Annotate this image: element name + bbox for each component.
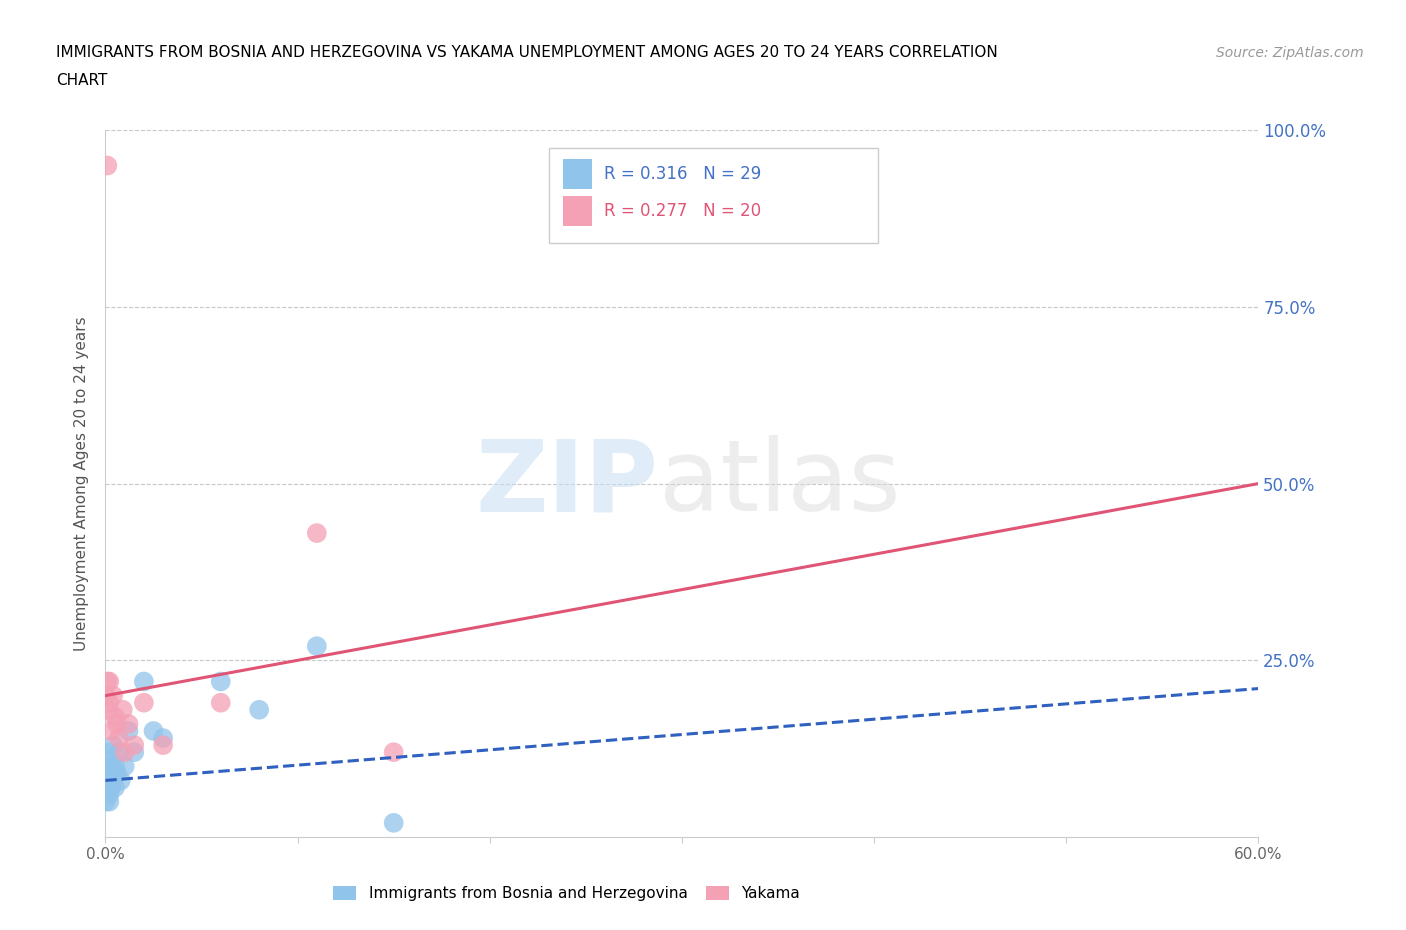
Point (382, 745, 405, 760)
Point (100, 751, 122, 766)
Point (209, 674, 232, 689)
Point (114, 745, 136, 760)
Point (96, 787, 118, 802)
Point (98, 674, 121, 689)
Point (247, 702, 270, 717)
Text: R = 0.277   N = 20: R = 0.277 N = 20 (603, 202, 761, 219)
Point (100, 780, 122, 795)
Point (117, 716, 139, 731)
Point (108, 731, 131, 746)
Point (101, 773, 124, 788)
Point (96, 780, 118, 795)
Point (94, 773, 117, 788)
Text: R = 0.316   N = 29: R = 0.316 N = 29 (603, 165, 761, 183)
Point (104, 780, 127, 795)
Point (305, 525, 328, 540)
Point (132, 674, 155, 689)
Point (382, 816, 405, 830)
Y-axis label: Unemployment Among Ages 20 to 24 years: Unemployment Among Ages 20 to 24 years (75, 316, 90, 651)
Point (132, 696, 155, 711)
Point (152, 737, 174, 752)
Point (111, 702, 134, 717)
Text: atlas: atlas (659, 435, 900, 532)
Point (98, 696, 121, 711)
Point (100, 724, 122, 738)
Point (110, 773, 132, 788)
Point (108, 745, 131, 760)
Point (114, 759, 136, 774)
Point (96, 158, 118, 173)
Point (142, 724, 165, 738)
Point (101, 688, 124, 703)
Text: CHART: CHART (56, 73, 108, 88)
Text: IMMIGRANTS FROM BOSNIA AND HERZEGOVINA VS YAKAMA UNEMPLOYMENT AMONG AGES 20 TO 2: IMMIGRANTS FROM BOSNIA AND HERZEGOVINA V… (56, 46, 998, 60)
Point (96, 674, 118, 689)
Text: ZIP: ZIP (477, 435, 659, 532)
Point (100, 766, 122, 781)
Point (105, 716, 128, 731)
Bar (564, 159, 592, 189)
Point (117, 724, 139, 738)
Point (94, 688, 117, 703)
Point (104, 759, 127, 774)
Point (105, 766, 128, 781)
Text: Source: ZipAtlas.com: Source: ZipAtlas.com (1216, 46, 1364, 60)
Point (124, 737, 146, 752)
Bar (564, 196, 592, 226)
Point (305, 639, 328, 654)
Legend: Immigrants from Bosnia and Herzegovina, Yakama: Immigrants from Bosnia and Herzegovina, … (328, 880, 806, 907)
Point (96, 759, 118, 774)
Point (104, 710, 127, 724)
Point (96, 745, 118, 760)
Point (98, 794, 121, 809)
Point (94, 794, 117, 809)
Point (124, 745, 146, 760)
Point (152, 731, 174, 746)
Point (209, 696, 232, 711)
Point (96, 702, 118, 717)
Point (101, 737, 124, 752)
Point (98, 787, 121, 802)
Point (98, 766, 121, 781)
FancyBboxPatch shape (550, 148, 877, 244)
